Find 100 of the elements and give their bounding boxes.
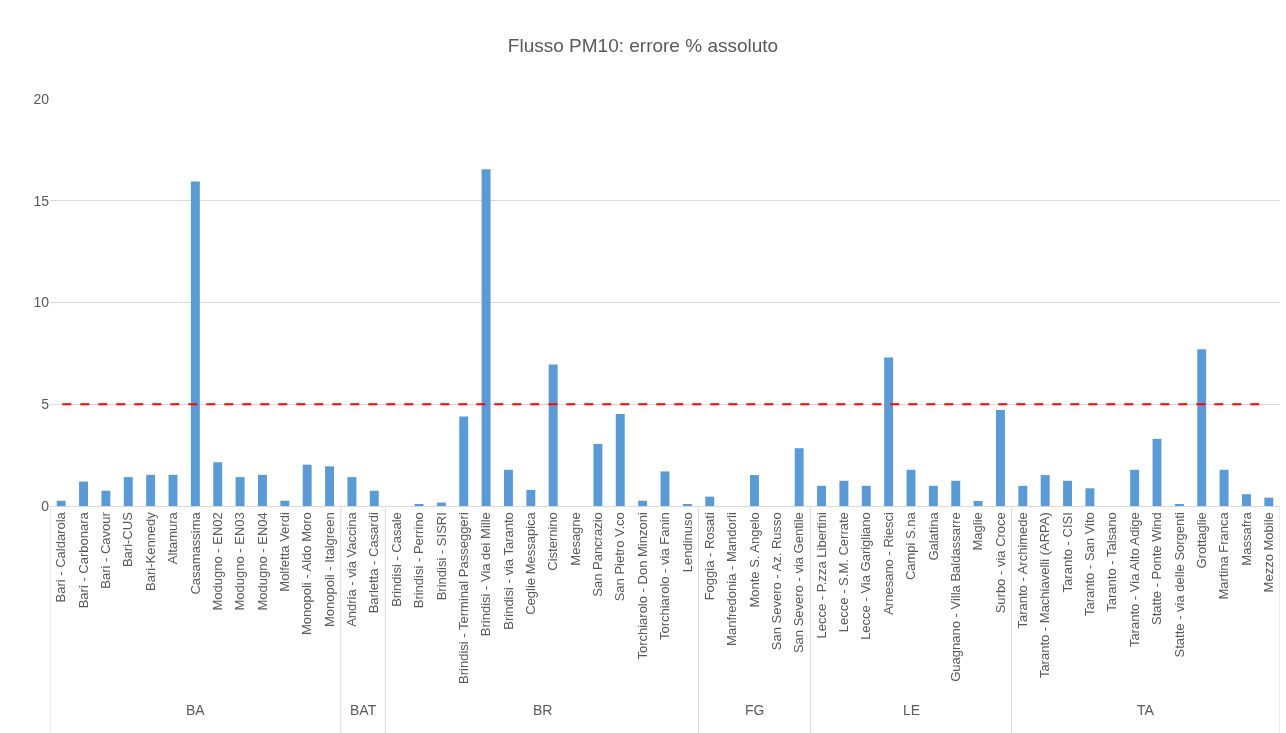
x-tick-label: Altamura [165,511,181,565]
text: LE [903,702,921,718]
x-tick-label: Lecce - S.M. Cerrate [836,512,852,633]
bar [973,500,983,506]
bar [951,480,961,506]
bar [280,500,290,506]
bar [861,485,871,506]
x-tick-label: Martina Franca [1216,511,1232,600]
x-tick-label: Taranto - Machiavelli (ARPA) [1037,512,1053,679]
x-tick-label: Taranto - Talsano [1104,512,1120,612]
x-tick-label: Taranto - CISI [1059,512,1075,593]
bar [1085,488,1095,506]
x-tick-label: Grottaglie [1193,512,1209,569]
y-tick-label: 0 [41,497,50,514]
x-tick-label: Taranto - San Vito [1082,512,1098,617]
bar [1264,497,1274,506]
bar [123,477,133,506]
x-tick-label: Manfredonia - Mandorli [724,512,740,646]
bar [1241,494,1251,506]
x-tick-label: Modugno - EN03 [232,512,248,611]
bar [1040,475,1050,506]
x-tick-label: Galatina [925,511,941,561]
x-tick-label: Campi S.na [903,511,919,581]
bar [995,409,1005,506]
bar [146,474,156,506]
bar [257,474,267,506]
x-tick-label: Mesagne [567,512,583,566]
bar [526,489,536,506]
bar [660,471,670,506]
bar [749,475,759,506]
bar [503,469,513,506]
x-tick-label: Taranto - Via Alto Adige [1126,512,1142,648]
x-tick-label: Monte S. Angelo [746,512,762,608]
x-tick-label: Molfetta Verdi [277,512,293,592]
text: BR [533,702,553,718]
bar [817,485,827,506]
y-tick-label: 15 [33,192,50,209]
x-tick-label: Statte - Ponte Wind [1149,512,1165,625]
bar [190,181,200,506]
x-tick-label: Lendinuso [679,512,695,573]
x-tick-label: Brindisi - Perrino [411,512,427,609]
bar [593,443,603,506]
x-tick-label: Modugno - EN04 [254,512,270,611]
bar [459,416,469,506]
x-tick-label: Modugno - EN02 [209,512,225,611]
x-tick-label: Taranto - Archimede [1015,512,1031,629]
y-tick-label: 20 [33,90,50,107]
bar [928,485,938,506]
text: FG [745,702,765,718]
x-tick-label: Mezzo Mobile [1261,512,1277,593]
x-tick-label: Statte - via delle Sorgenti [1171,512,1187,658]
x-tick-label: Monopoli - Aldo Moro [299,512,315,636]
x-tick-label: Bari-Kennedy [142,511,158,591]
x-tick-label: Torchiarolo - via Fanin [657,512,673,641]
x-tick-label: Brindisi - Casale [388,512,404,607]
bar [1130,469,1140,506]
text: BA [186,702,206,718]
y-tick-label: 10 [33,294,50,311]
y-tick-label: 5 [41,396,50,413]
bar [682,503,692,506]
x-tick-label: Cisternino [545,512,561,571]
x-tick-label: Brindisi - SISRI [433,512,449,601]
x-tick-label: Bari - Caldarola [53,511,69,603]
x-tick-label: Surbo - via Croce [992,512,1008,614]
x-tick-label: Bari-CUS [120,511,136,568]
bar [325,466,335,506]
x-tick-label: Brindisi - via Taranto [500,512,516,630]
x-tick-label: Guagnano - Villa Baldassarre [947,512,963,682]
bar [1063,480,1073,506]
bar [56,500,66,506]
bar [213,462,223,506]
bar [638,500,648,506]
bar [369,490,379,506]
x-tick-label: Maglie [970,512,986,551]
bar [705,496,715,506]
x-tick-label: Brindisi - Via dei Mille [478,512,494,637]
chart-title: Flusso PM10: errore % assoluto [507,34,779,56]
bar [101,490,111,506]
x-tick-label: Monopoli - Italgreen [321,512,337,628]
x-tick-label: Lecce - Via Garigliano [858,512,874,640]
x-tick-label: San Pancrazio [590,512,606,597]
bar [548,364,558,506]
bar [839,480,849,506]
x-tick-label: Lecce - P.zza Libertini [813,512,829,639]
bar [1219,469,1229,506]
bar [481,169,491,506]
bar [794,448,804,506]
x-tick-label: Foggia - Rosati [701,512,717,601]
bar [1197,349,1207,506]
text: BAT [350,702,377,718]
x-tick-label: Massafra [1238,511,1254,566]
x-tick-label: Ceglie Messapica [523,511,539,615]
x-tick-label: San Pietro V.co [612,512,628,602]
x-tick-label: Andria - via Vaccina [344,511,360,627]
x-tick-label: Bari - Cavour [98,511,114,589]
bar [1018,485,1028,506]
x-tick-label: Arnesano - Riesci [880,512,896,615]
bar [235,477,245,506]
x-tick-label: Casamassima [187,511,203,595]
x-tick-label: San Severo - via Gentile [791,512,807,654]
